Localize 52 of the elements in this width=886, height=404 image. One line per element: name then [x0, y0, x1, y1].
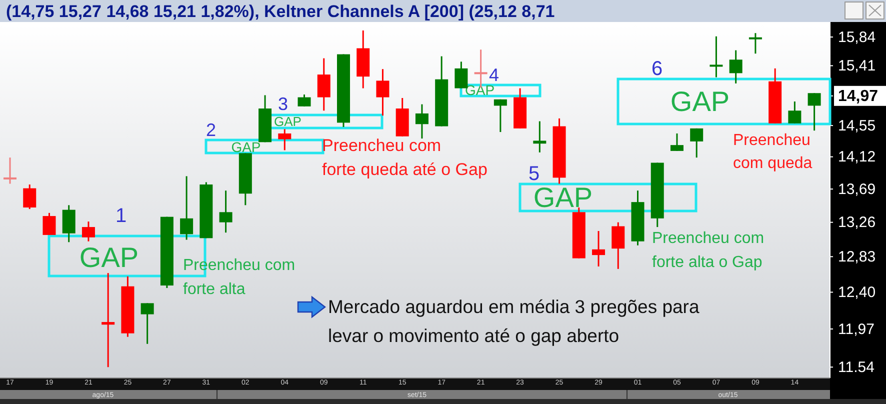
- candlestick: [140, 302, 154, 345]
- y-tick-label: 11,97: [838, 320, 874, 338]
- candlestick: [808, 92, 821, 132]
- annotation: 5: [528, 163, 540, 185]
- candlestick: [533, 120, 546, 154]
- candlestick: [788, 100, 802, 124]
- annotation: 4: [488, 65, 500, 85]
- annotation: GAP: [670, 86, 730, 117]
- y-tick-label: 14,55: [838, 117, 876, 134]
- annotation: 1: [115, 205, 127, 227]
- y-tick-label: 12,40: [838, 284, 876, 301]
- y-tick-label: 14,97: [838, 88, 878, 106]
- candlestick: [710, 36, 723, 78]
- candlestick: [298, 94, 311, 108]
- candlestick: [23, 184, 36, 210]
- candlestick: [415, 104, 428, 140]
- candlestick: [62, 204, 76, 243]
- annotation: 3: [278, 94, 288, 114]
- candlestick: [102, 272, 115, 368]
- annotation: Mercado aguardou em média 3 pregões para levar o movimento até o gap aberto: [328, 296, 700, 346]
- candlestick: [612, 222, 625, 270]
- candlestick: [278, 128, 292, 151]
- annotation: GAP: [274, 114, 302, 129]
- candlestick: [376, 68, 390, 116]
- annotation: 6: [651, 58, 663, 80]
- annotation: GAP: [79, 242, 139, 273]
- y-tick-label: 11.54: [838, 358, 874, 376]
- candlestick: [82, 220, 95, 242]
- y-tick-label: 13,26: [838, 214, 876, 232]
- candlestick: [4, 156, 17, 184]
- candlestick: [748, 32, 762, 54]
- candlestick: [180, 175, 194, 240]
- candlestick: [670, 132, 684, 152]
- candlestick: [729, 50, 742, 84]
- candlestick: [219, 190, 232, 234]
- y-tick-label: 12,83: [838, 248, 876, 266]
- annotation: Preencheu com forte alta o Gap: [652, 230, 764, 271]
- y-tick-label: 15,41: [838, 58, 876, 75]
- annotation: GAP: [465, 82, 495, 98]
- chart-title: (14,75 15,27 14,68 15,21 1,82%), Keltner Channels A [200] (25,12 8,71: [6, 2, 555, 21]
- annotation: GAP: [231, 139, 261, 155]
- y-tick-label: 15,84: [838, 28, 876, 46]
- annotation: Preencheu com queda: [733, 132, 812, 172]
- y-tick-label: 13,69: [838, 180, 876, 198]
- annotation: 2: [206, 120, 216, 140]
- candlestick: [317, 58, 330, 112]
- candlestick: [42, 212, 56, 236]
- candlestick: [690, 128, 704, 158]
- y-tick-label: 14,12: [838, 148, 876, 166]
- annotation: GAP: [533, 182, 593, 213]
- candlestick: [494, 98, 507, 133]
- candlestick: [592, 230, 606, 268]
